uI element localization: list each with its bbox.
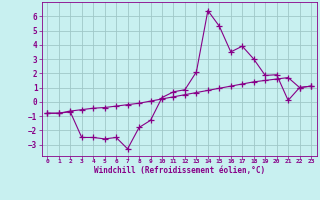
X-axis label: Windchill (Refroidissement éolien,°C): Windchill (Refroidissement éolien,°C)	[94, 166, 265, 175]
